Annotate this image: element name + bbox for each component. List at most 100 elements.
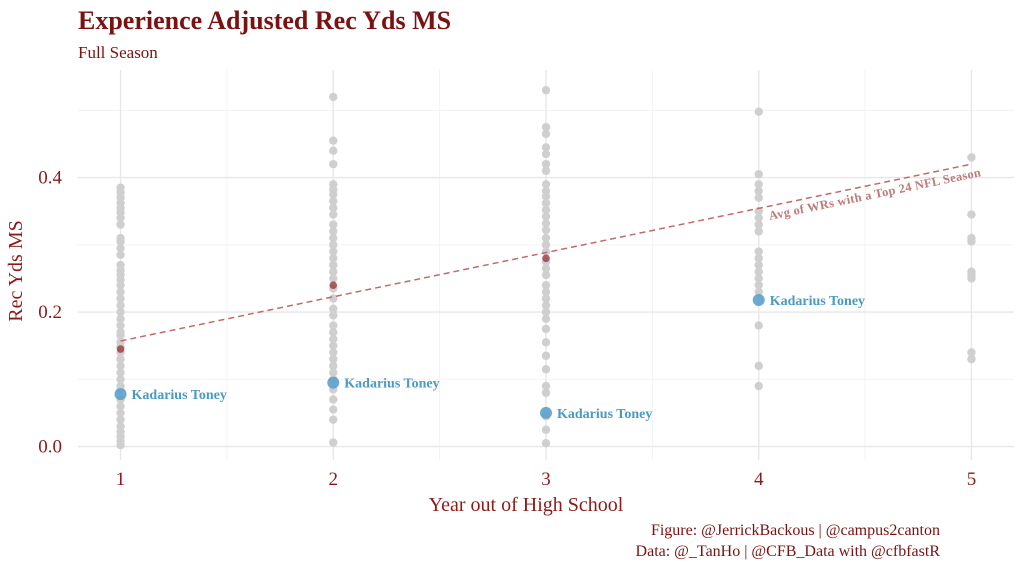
population-point [329, 395, 338, 404]
population-point [541, 351, 551, 360]
population-point [754, 381, 763, 391]
population-point [754, 254, 763, 263]
population-point [329, 92, 338, 102]
population-point [541, 381, 551, 391]
population-point [329, 254, 338, 263]
highlight-label: Kadarius Toney [557, 407, 652, 422]
population-point [754, 267, 763, 276]
population-point [116, 237, 125, 246]
highlight-label: Kadarius Toney [132, 388, 227, 403]
population-point [541, 270, 551, 280]
population-point [116, 331, 125, 340]
population-point [541, 425, 551, 434]
population-point [541, 129, 551, 139]
population-point [329, 354, 338, 364]
population-point [754, 247, 763, 256]
chart-title: Experience Adjusted Rec Yds MS [78, 6, 452, 35]
population-point [116, 375, 125, 384]
population-point [329, 210, 338, 219]
population-point [541, 143, 551, 152]
population-point [541, 307, 551, 317]
population-point [116, 243, 125, 253]
population-point [541, 85, 551, 95]
population-point [967, 274, 976, 283]
population-point [329, 233, 338, 243]
population-point [116, 220, 125, 229]
population-point [541, 149, 551, 159]
population-point [754, 260, 763, 270]
population-point [116, 354, 125, 364]
population-point [541, 388, 551, 397]
population-point [116, 294, 125, 303]
population-point [754, 287, 763, 297]
population-point [541, 212, 551, 221]
population-point [754, 280, 763, 290]
population-point [541, 192, 551, 201]
population-point [116, 301, 125, 310]
population-point [754, 186, 763, 196]
average-points [116, 254, 550, 353]
x-tick-label: 3 [541, 469, 551, 490]
population-point [116, 321, 125, 330]
population-point [116, 280, 125, 290]
caption-figure-credit: Figure: @JerrickBackous | @campus2canton [650, 522, 940, 539]
average-point [116, 345, 125, 353]
population-point [116, 441, 125, 450]
population-point [329, 240, 338, 250]
population-point [541, 287, 551, 297]
population-point [967, 354, 976, 364]
population-point [329, 311, 338, 320]
x-tick-label: 1 [116, 469, 126, 490]
population-point [541, 280, 551, 290]
population-point [541, 301, 551, 310]
trend-label: Avg of WRs with a Top 24 NFL Season [768, 165, 983, 223]
population-point [541, 338, 551, 347]
population-point [329, 146, 338, 155]
highlight-point [327, 376, 340, 389]
population-point [116, 368, 125, 377]
caption-data-credit: Data: @_TanHo | @CFB_Data with @cfbfastR [635, 543, 940, 560]
population-point [329, 334, 338, 344]
population-point [116, 408, 125, 418]
population-point [116, 361, 125, 371]
population-point [329, 328, 338, 337]
population-point [329, 247, 338, 256]
population-point [329, 203, 338, 213]
population-point [116, 402, 125, 411]
population-point [754, 220, 763, 229]
population-point [754, 180, 763, 189]
population-point [329, 341, 338, 350]
population-point [329, 220, 338, 229]
chart-subtitle: Full Season [78, 43, 158, 62]
population-point [541, 166, 551, 176]
population-point [541, 438, 551, 448]
x-tick-label: 2 [329, 469, 339, 490]
population-point [754, 321, 763, 330]
population-point [541, 205, 551, 215]
source-caption: Figure: @JerrickBackous | @campus2canton… [636, 520, 940, 562]
average-point [329, 281, 338, 289]
population-point [116, 250, 125, 260]
population-point [541, 324, 551, 334]
highlight-point [540, 406, 552, 419]
trend-line [120, 163, 972, 342]
average-point [542, 254, 550, 263]
population-point [329, 159, 338, 169]
population-point [329, 267, 338, 276]
population-point [329, 321, 338, 330]
population-point [541, 294, 551, 303]
population-point [329, 304, 338, 313]
population-point [754, 274, 763, 283]
population-point [967, 237, 976, 246]
y-tick-label: 0.4 [38, 168, 62, 189]
x-tick-label: 5 [967, 469, 977, 490]
population-point [329, 190, 338, 199]
population-point [754, 361, 763, 371]
population-point [967, 348, 976, 357]
population-point [754, 193, 763, 202]
population-point [541, 365, 551, 374]
population-point [329, 368, 338, 377]
highlight-label: Kadarius Toney [770, 294, 865, 309]
population-point [541, 180, 551, 189]
